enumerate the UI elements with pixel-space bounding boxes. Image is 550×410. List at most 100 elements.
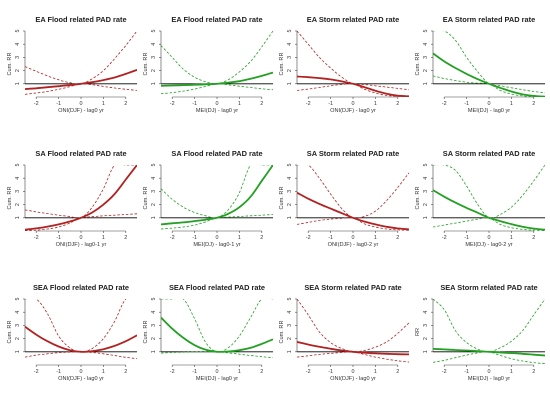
x-axis-label: MEI(DJ) - lag0 yr — [196, 108, 238, 114]
x-tick-label: 1 — [510, 101, 513, 107]
x-tick-label: 0 — [488, 101, 491, 107]
x-tick-label: 2 — [260, 101, 263, 107]
x-tick-label: -1 — [192, 101, 197, 107]
panel-2-1: SEA Flood related PAD rate 1 2 3 4 5 Cum. RR -2… — [143, 283, 273, 382]
panel-title: SEA Storm related PAD rate — [440, 283, 537, 292]
x-tick-label: -2 — [442, 369, 447, 375]
panel-0-3: EA Storm related PAD rate 1 2 3 4 5 Cum. RR -2 -… — [415, 15, 545, 114]
panel-2-0: SEA Flood related PAD rate 1 2 3 4 5 Cum. RR -2… — [7, 283, 137, 382]
panel-title: EA Storm related PAD rate — [443, 15, 535, 24]
y-tick-label: 3 — [151, 190, 157, 193]
x-tick-label: -2 — [306, 235, 311, 241]
y-axis-label: Cum. RR — [143, 187, 149, 210]
plot-area — [297, 165, 409, 231]
x-tick-label: -1 — [56, 369, 61, 375]
panel-title: EA Flood related PAD rate — [35, 15, 126, 24]
panel-title: EA Storm related PAD rate — [307, 15, 399, 24]
y-axis-label: Cum. RR — [7, 321, 13, 344]
x-tick-label: -1 — [192, 369, 197, 375]
y-tick-label: 1 — [151, 350, 157, 353]
x-tick-label: 1 — [102, 235, 105, 241]
x-tick-label: -1 — [464, 101, 469, 107]
y-tick-label: 1 — [15, 216, 21, 219]
y-axis-label: Cum. RR — [279, 187, 285, 210]
x-tick-label: -2 — [170, 235, 175, 241]
y-tick-label: 1 — [15, 82, 21, 85]
y-tick-label: 3 — [15, 324, 21, 327]
upper-ci-curve — [161, 31, 273, 85]
y-tick-label: 5 — [423, 298, 429, 301]
estimate-curve — [25, 69, 137, 90]
panel-0-2: EA Storm related PAD rate 1 2 3 4 5 Cum. RR -2 -… — [279, 15, 409, 114]
y-tick-label: 2 — [287, 337, 293, 340]
y-tick-label: 2 — [423, 203, 429, 206]
panel-title: SEA Flood related PAD rate — [169, 283, 265, 292]
x-tick-label: 1 — [374, 235, 377, 241]
y-tick-label: 1 — [423, 82, 429, 85]
plot-area — [25, 299, 137, 360]
y-tick-label: 4 — [287, 311, 293, 314]
y-axis-label: Cum. RR — [415, 187, 421, 210]
y-tick-label: 3 — [15, 190, 21, 193]
x-tick-label: 2 — [260, 369, 263, 375]
y-tick-label: 3 — [287, 56, 293, 59]
x-tick-label: -2 — [34, 101, 39, 107]
panel-1-2: SA Storm related PAD rate 1 2 3 4 5 Cum. RR -2 -… — [279, 149, 409, 248]
x-tick-label: 0 — [80, 101, 83, 107]
y-axis-label: Cum. RR — [7, 187, 13, 210]
x-tick-label: 0 — [216, 369, 219, 375]
plot-area — [161, 31, 273, 95]
panel-title: SA Storm related PAD rate — [443, 149, 535, 158]
x-tick-label: -2 — [442, 235, 447, 241]
x-tick-label: 0 — [488, 235, 491, 241]
x-tick-label: 2 — [532, 101, 535, 107]
plot-area — [297, 31, 409, 97]
plot-area — [433, 31, 545, 97]
lower-ci-curve — [433, 75, 545, 97]
x-tick-label: 2 — [532, 235, 535, 241]
y-tick-label: 4 — [151, 43, 157, 46]
upper-ci-curve — [297, 165, 409, 219]
estimate-curve — [297, 191, 409, 231]
y-tick-label: 2 — [287, 69, 293, 72]
upper-ci-curve — [297, 31, 409, 91]
estimate-curve — [25, 165, 137, 231]
x-tick-label: -2 — [442, 101, 447, 107]
y-tick-label: 3 — [423, 190, 429, 193]
x-tick-label: 2 — [532, 369, 535, 375]
x-tick-label: -2 — [306, 369, 311, 375]
estimate-curve — [25, 325, 137, 353]
lower-ci-curve — [297, 217, 409, 231]
y-tick-label: 3 — [15, 56, 21, 59]
y-tick-label: 1 — [287, 350, 293, 353]
y-tick-label: 2 — [151, 337, 157, 340]
y-tick-label: 1 — [151, 82, 157, 85]
x-axis-label: MEI(DJ) - lag0 yr — [468, 376, 510, 382]
y-tick-label: 1 — [287, 216, 293, 219]
x-tick-label: 1 — [102, 101, 105, 107]
x-tick-label: 2 — [260, 235, 263, 241]
x-axis-label: MEI(DJ) - lag0 yr — [196, 376, 238, 382]
x-tick-label: -1 — [328, 101, 333, 107]
estimate-curve — [161, 316, 273, 353]
x-tick-label: 1 — [510, 369, 513, 375]
y-tick-label: 4 — [423, 43, 429, 46]
x-tick-label: -2 — [34, 369, 39, 375]
x-tick-label: -2 — [34, 235, 39, 241]
panel-0-0: EA Flood related PAD rate 1 2 3 4 5 Cum. RR -2 -… — [7, 15, 137, 114]
y-tick-label: 5 — [287, 298, 293, 301]
y-tick-label: 4 — [151, 311, 157, 314]
x-tick-label: -2 — [170, 369, 175, 375]
panel-title: SEA Storm related PAD rate — [304, 283, 401, 292]
x-tick-label: 1 — [238, 235, 241, 241]
y-axis-label: Cum. RR — [415, 53, 421, 76]
upper-ci-curve — [25, 165, 137, 219]
estimate-curve — [297, 341, 409, 356]
y-tick-label: 5 — [15, 164, 21, 167]
y-tick-label: 5 — [15, 298, 21, 301]
panel-1-3: SA Storm related PAD rate 1 2 3 4 5 Cum. RR -2 -… — [415, 149, 545, 248]
upper-ci-curve — [297, 299, 409, 353]
x-tick-label: 2 — [396, 101, 399, 107]
y-axis-label: Cum. RR — [143, 321, 149, 344]
